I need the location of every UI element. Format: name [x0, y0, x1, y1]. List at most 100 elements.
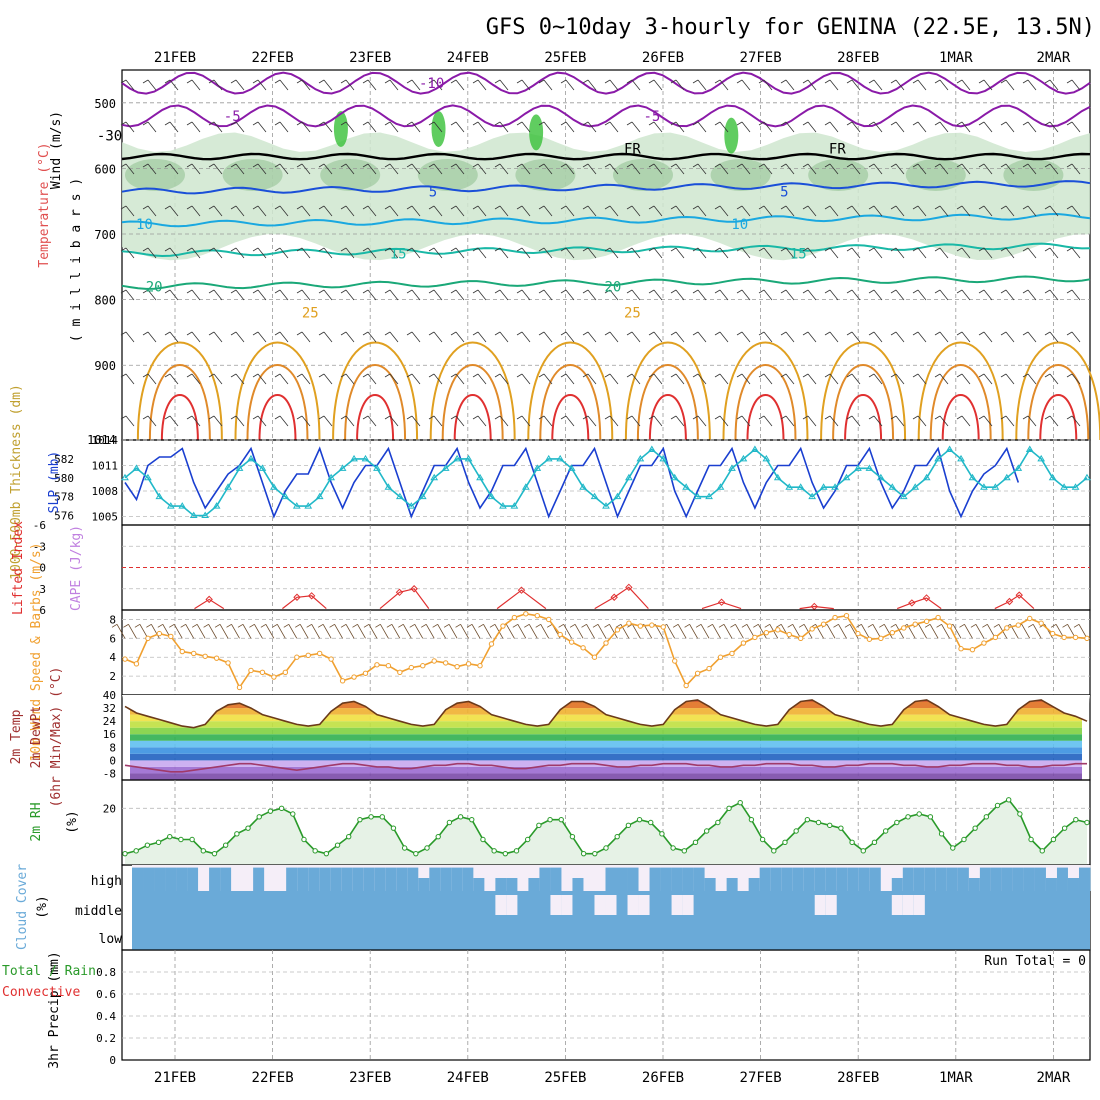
- cloud-high-bar: [792, 867, 805, 891]
- wind10-series-marker: [729, 650, 735, 657]
- cloud-mid-gap: [814, 895, 826, 915]
- wind10-series-marker: [1038, 620, 1044, 626]
- wind10-series-marker: [797, 635, 804, 642]
- bottom-day-labels: 21FEB 22FEB 23FEB 24FEB 25FEB 26FEB 27FEB 28FEB…: [154, 1070, 1071, 1086]
- wind10-series-marker: [442, 660, 449, 666]
- cloud-high-bar: [957, 867, 970, 891]
- rh2m-series-marker: [860, 848, 866, 854]
- wind-barb: [626, 415, 641, 427]
- wind10-series-marker: [546, 616, 552, 623]
- wind-barb: [406, 289, 421, 301]
- thickness-series-marker: [212, 502, 221, 509]
- wind-barb: [670, 205, 685, 217]
- cloud-high-bar: [374, 867, 386, 891]
- wind-barb: [626, 373, 641, 385]
- cloud-high-bar: [924, 867, 937, 891]
- wind-barb: [626, 331, 641, 343]
- wind-barb: [208, 415, 223, 427]
- wind-barb: [1000, 289, 1015, 301]
- isotherm-line: [121, 275, 1091, 290]
- wind-barb: [648, 373, 663, 385]
- top-day-label: 28FEB: [837, 50, 879, 66]
- rh2m-series-marker: [625, 822, 632, 829]
- cloud-high-bar: [682, 867, 695, 891]
- rh2m-series-marker: [961, 836, 967, 843]
- thickness-series-marker: [911, 483, 920, 490]
- wind-barb: [1044, 289, 1059, 301]
- wind-barb: [714, 121, 729, 133]
- cloud-panel: high middle low Cloud Cover (%): [15, 864, 1091, 951]
- wind10-barb: [856, 623, 870, 639]
- surface-isotherm-arc: [844, 394, 883, 441]
- isotherm-label: 5: [780, 184, 788, 200]
- wind10-barb: [375, 623, 389, 639]
- wind10-series-marker: [122, 656, 128, 662]
- thickness-series-marker: [762, 454, 771, 462]
- cloud-high-bg: [715, 865, 728, 891]
- wind10-series-marker: [694, 670, 701, 676]
- wind-barb: [868, 205, 883, 217]
- rh2m-series-marker: [357, 816, 363, 823]
- thickness-series-marker: [178, 502, 187, 509]
- cloud-high-bar: [935, 867, 948, 891]
- wind-barb: [252, 415, 267, 427]
- wind10-series-marker: [305, 652, 311, 659]
- rh2m-series-marker: [536, 822, 542, 829]
- wind-barb: [802, 415, 817, 427]
- rh-dark-patch: [515, 158, 576, 191]
- wind-barb: [362, 205, 377, 217]
- thickness-series-marker: [476, 473, 484, 481]
- bottom-day-label: 28FEB: [837, 1070, 879, 1086]
- wind-barb: [1066, 79, 1081, 91]
- wind-barb: [648, 79, 663, 91]
- wind10-series-marker: [328, 656, 334, 662]
- wind-barb: [538, 79, 553, 91]
- rh-green-patch: [724, 117, 739, 154]
- cloud-mid-gap: [902, 895, 914, 915]
- wind-barb: [824, 373, 839, 385]
- slp-tick-label: 1008: [92, 485, 119, 498]
- pressure-tick-label: 700: [94, 228, 116, 242]
- wind10-series-marker: [923, 618, 930, 625]
- thickness-series-marker: [144, 473, 152, 481]
- wind-barb: [516, 79, 531, 91]
- thickness-series-marker: [544, 454, 553, 462]
- isotherm-label: 20: [604, 279, 621, 295]
- wind10-series-marker: [1049, 630, 1056, 637]
- wind-barb: [648, 163, 663, 175]
- rh2m-series-marker: [524, 836, 531, 843]
- wind-barb: [142, 289, 157, 301]
- wind-barb: [1000, 79, 1015, 91]
- wind10-barb: [306, 623, 321, 639]
- isotherm-label: 5: [429, 184, 437, 200]
- wind-barb: [582, 205, 597, 217]
- temp-color-band: [130, 714, 1082, 722]
- lifted-index-marker: [293, 593, 301, 601]
- wind-barb: [142, 331, 157, 343]
- wind10-series-marker: [1061, 634, 1067, 641]
- wind10-series-marker: [179, 648, 185, 655]
- temp-color-band: [130, 747, 1082, 754]
- thickness-series-marker: [1071, 483, 1080, 490]
- rh2m-series-marker: [726, 805, 732, 812]
- wind10-barb: [959, 623, 973, 639]
- cloud-high-bg: [517, 865, 529, 891]
- cloud-high-bar: [660, 867, 673, 891]
- thickness-series-marker: [636, 454, 645, 462]
- lifted-tick-label: 0: [39, 562, 46, 575]
- surface-isotherm-arc: [356, 394, 395, 441]
- wind-barb: [142, 163, 157, 175]
- cloud-high-bar: [165, 867, 177, 891]
- wind-barb: [472, 121, 487, 133]
- wind-barb: [384, 415, 399, 427]
- rh2m-series-marker: [1061, 825, 1068, 831]
- rh2m-series-marker: [267, 808, 274, 814]
- wind-barb: [230, 121, 245, 133]
- wind-barb: [164, 247, 179, 259]
- surface-isotherm-arc: [234, 341, 321, 441]
- wind-barb: [1000, 415, 1015, 427]
- wind-barb: [956, 373, 971, 385]
- rh-green-patch: [333, 111, 348, 148]
- wind-barb: [274, 163, 289, 175]
- cloud-high-bar: [704, 878, 717, 891]
